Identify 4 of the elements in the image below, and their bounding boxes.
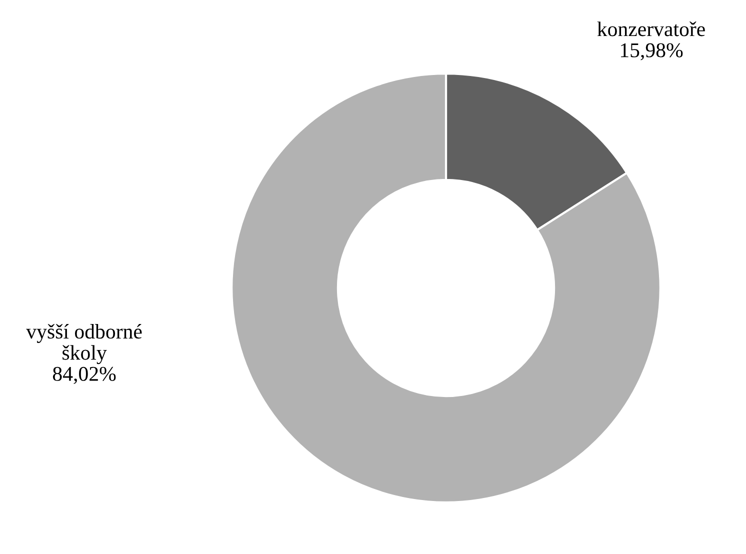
slice-label: konzervatoře [597,22,705,36]
slice-label: vyšší odborné školy [26,324,142,364]
data-label: 15,98% [620,43,683,60]
data-label: 84,02% [52,366,116,384]
